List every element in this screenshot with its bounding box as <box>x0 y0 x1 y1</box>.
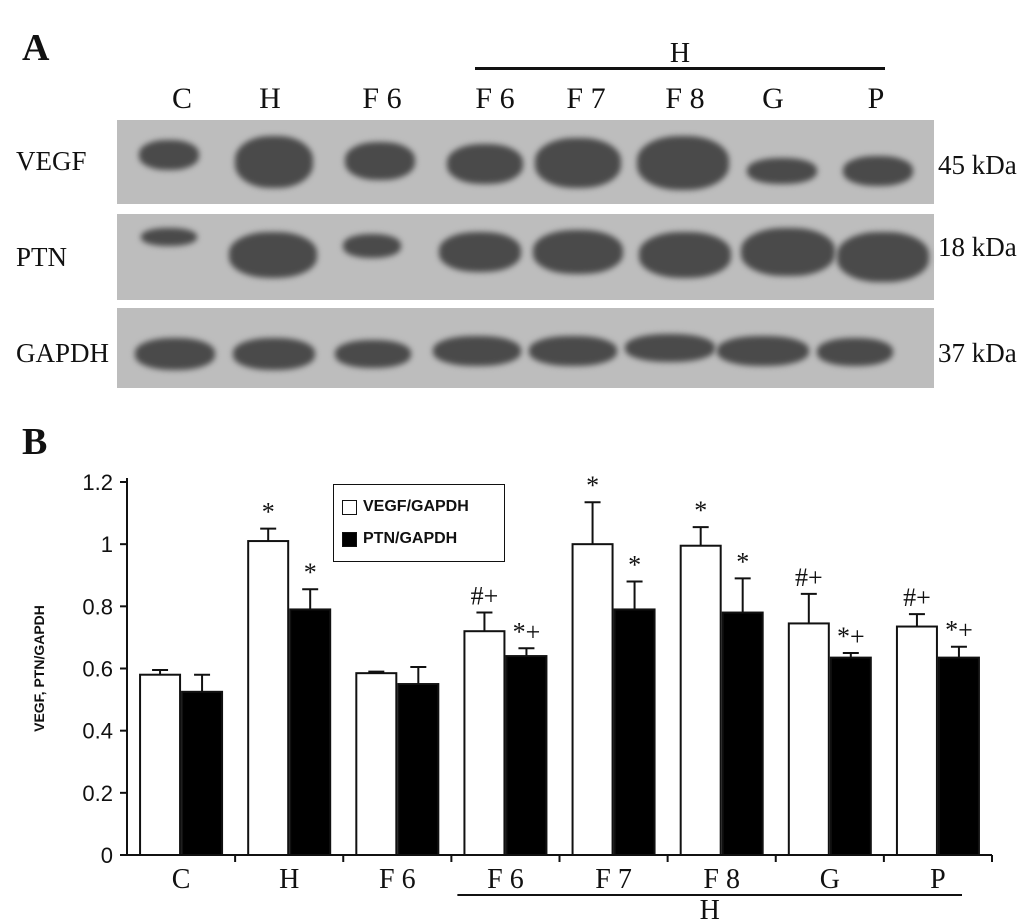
bar-ptn <box>289 608 332 856</box>
band <box>141 228 197 246</box>
band <box>717 336 809 366</box>
group-bracket-h: H <box>475 38 885 70</box>
band <box>447 144 523 184</box>
x-tick-label: H <box>279 864 299 895</box>
bar-vegf <box>355 672 398 856</box>
blot-row-gapdh <box>117 308 934 388</box>
significance-marker: #+ <box>795 563 823 592</box>
bar-vegf <box>895 625 938 856</box>
lane-label-c: C <box>171 82 192 115</box>
panel-a-letter: A <box>22 27 50 69</box>
band <box>139 140 199 170</box>
band <box>335 340 411 368</box>
y-tick-label: 1 <box>101 532 113 557</box>
chart-legend: VEGF/GAPDH PTN/GAPDH <box>333 484 505 562</box>
x-tick-label: F 7 <box>595 864 632 895</box>
band <box>837 232 929 282</box>
y-tick-label: 0.8 <box>82 594 113 619</box>
x-tick-label: P <box>930 864 946 895</box>
significance-marker: *+ <box>837 622 865 651</box>
band <box>741 228 835 276</box>
legend-swatch-ptn <box>342 531 357 547</box>
significance-marker: *+ <box>945 616 973 645</box>
bar-vegf <box>463 630 506 857</box>
x-tick-label: C <box>172 864 191 895</box>
protein-label-gapdh: GAPDH <box>16 338 110 368</box>
group-line <box>475 67 885 70</box>
band <box>535 138 621 188</box>
band <box>345 142 415 180</box>
bar-ptn <box>829 656 872 857</box>
significance-marker: *+ <box>513 617 541 646</box>
legend-item-ptn: PTN/GAPDH <box>342 527 457 551</box>
protein-label-ptn: PTN <box>16 242 68 272</box>
bar-vegf <box>787 622 830 856</box>
band <box>817 338 893 366</box>
bar-vegf <box>679 544 722 856</box>
panel-b-letter: B <box>22 421 48 463</box>
band <box>233 338 315 370</box>
x-tick-label: G <box>820 864 840 895</box>
group-label-h: H <box>669 38 691 69</box>
significance-marker: #+ <box>903 583 931 612</box>
protein-label-vegf: VEGF <box>16 146 87 176</box>
legend-label-vegf: VEGF/GAPDH <box>363 498 469 515</box>
band <box>843 156 913 186</box>
band <box>439 232 521 272</box>
lane-label-h-p: P <box>867 82 885 115</box>
bar-ptn <box>937 656 980 857</box>
significance-marker: * <box>628 550 641 579</box>
significance-marker: * <box>262 498 275 527</box>
band <box>533 230 623 274</box>
kda-label-ptn: 18 kDa <box>938 232 1017 262</box>
bar-ptn <box>505 655 548 856</box>
band <box>637 136 729 190</box>
blot-row-vegf <box>117 120 934 204</box>
band <box>747 158 817 184</box>
x-tick-label: F 6 <box>487 864 524 895</box>
bar-vegf <box>247 540 290 857</box>
significance-marker: * <box>304 558 317 587</box>
x-tick-label: F 8 <box>703 864 740 895</box>
band <box>433 336 521 366</box>
y-tick-label: 0.6 <box>82 657 113 682</box>
band <box>343 234 401 258</box>
significance-marker: #+ <box>471 582 499 611</box>
legend-label-ptn: PTN/GAPDH <box>363 530 458 547</box>
y-tick-label: 0.2 <box>82 781 113 806</box>
blot-row-ptn <box>117 214 934 300</box>
y-tick-label: 0.4 <box>82 719 113 744</box>
y-tick-label: 0 <box>101 843 113 868</box>
kda-label-vegf: 45 kDa <box>938 150 1017 180</box>
kda-label-gapdh: 37 kDa <box>938 338 1017 368</box>
significance-marker: * <box>736 547 749 576</box>
legend-item-vegf: VEGF/GAPDH <box>342 495 469 519</box>
band <box>625 334 715 362</box>
y-tick-label: 1.2 <box>82 470 113 495</box>
lane-label-h-g: G <box>762 82 784 115</box>
bar-ptn <box>721 611 764 856</box>
group-bracket-label: H <box>700 895 720 924</box>
band <box>229 232 317 278</box>
band <box>639 232 731 278</box>
bar-vegf <box>571 543 614 857</box>
bar-ptn <box>181 690 224 856</box>
x-tick-label: F 6 <box>379 864 416 895</box>
significance-marker: * <box>694 496 707 525</box>
bar-ptn <box>397 683 440 857</box>
y-axis-label: VEGF, PTN/GAPDH <box>31 605 47 732</box>
band <box>135 338 215 370</box>
bar-ptn <box>613 608 656 856</box>
lane-label-h-f7: F 7 <box>566 82 606 115</box>
lane-label-h-f6: F 6 <box>475 82 515 115</box>
band <box>235 136 313 188</box>
lane-label-h: H <box>259 82 281 115</box>
band <box>529 336 617 366</box>
lane-label-h-f8: F 8 <box>665 82 705 115</box>
legend-swatch-vegf <box>342 499 357 515</box>
significance-marker: * <box>586 471 599 500</box>
bar-vegf <box>139 673 182 857</box>
lane-label-f6: F 6 <box>362 82 402 115</box>
